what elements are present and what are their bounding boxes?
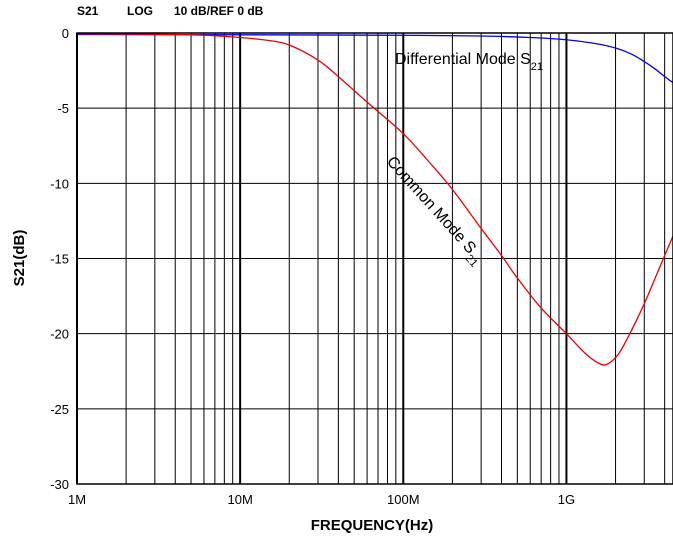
y-tick-label: -30 (50, 477, 69, 492)
differential-mode-label-main: Differential Mode S (395, 51, 531, 68)
x-tick-label: 10M (227, 492, 252, 507)
x-axis-title: FREQUENCY(Hz) (311, 517, 434, 534)
y-tick-label: -10 (50, 176, 69, 191)
x-tick-label: 1G (558, 492, 575, 507)
differential-mode-label-sub: 21 (531, 61, 543, 73)
y-tick-label: 0 (62, 26, 69, 41)
y-tick-label: -20 (50, 327, 69, 342)
x-tick-label: 1M (68, 492, 86, 507)
header-scale: 10 dB/REF 0 dB (174, 4, 264, 18)
y-tick-label: -25 (50, 402, 69, 417)
y-tick-label: -15 (50, 252, 69, 267)
header-param: S21 (77, 4, 99, 18)
y-tick-label: -5 (57, 101, 69, 116)
y-axis-title: S21(dB) (11, 230, 28, 287)
header-format: LOG (127, 4, 153, 18)
x-tick-label: 100M (387, 492, 420, 507)
